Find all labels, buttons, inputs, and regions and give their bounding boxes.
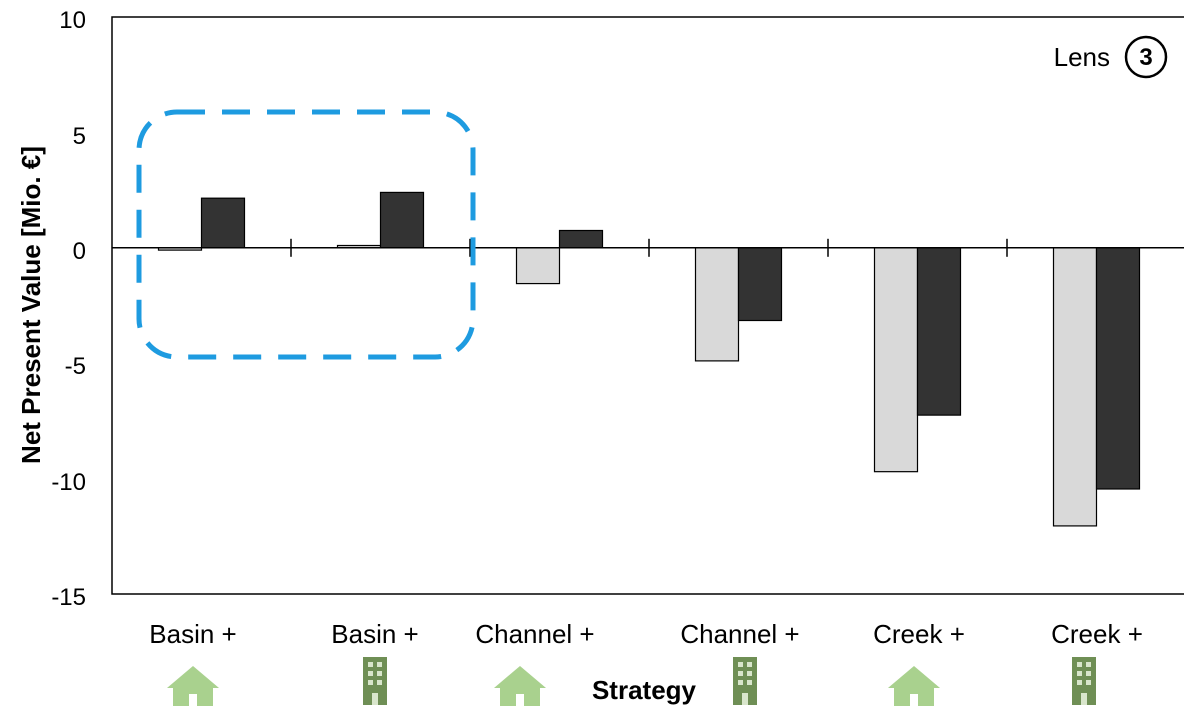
bar-series-2 <box>1095 247 1141 490</box>
lens-badge: Lens 3 <box>1054 35 1168 79</box>
house-icon <box>494 666 546 706</box>
plot-area <box>111 16 1184 595</box>
bar-series-2 <box>737 247 783 322</box>
building-icon <box>1072 657 1096 705</box>
bar-series-1 <box>694 247 740 362</box>
y-tick-label: 5 <box>73 123 86 150</box>
lens-label: Lens <box>1054 42 1110 72</box>
category-label: Channel + <box>680 619 799 649</box>
bar-series-1 <box>515 247 561 285</box>
x-axis-categories: Basin + Basin + Channel + Channel + Cree… <box>149 619 1143 649</box>
building-icon <box>733 657 757 705</box>
y-tick-label: -15 <box>51 584 86 611</box>
highlight-box <box>136 109 476 360</box>
house-icon <box>167 666 219 706</box>
category-label: Creek + <box>1051 619 1143 649</box>
bar-series-2 <box>558 229 604 249</box>
bar-series-2 <box>200 197 246 249</box>
bar-series-2 <box>379 191 425 249</box>
y-tick-label: -5 <box>65 353 86 380</box>
lens-number: 3 <box>1139 44 1152 71</box>
y-tick-label: -10 <box>51 469 86 496</box>
category-label: Creek + <box>873 619 965 649</box>
house-icon <box>888 666 940 706</box>
lens-circle <box>1124 35 1168 79</box>
building-icon <box>363 657 387 705</box>
category-label: Channel + <box>475 619 594 649</box>
y-axis-title: Net Present Value [Mio. €] <box>16 146 46 464</box>
category-label: Basin + <box>331 619 418 649</box>
bar-series-1 <box>873 247 919 473</box>
category-label: Basin + <box>149 619 236 649</box>
bars <box>157 191 1141 527</box>
y-tick-label: 10 <box>59 7 86 34</box>
bar-series-1 <box>1052 247 1098 527</box>
bar-series-2 <box>916 247 962 416</box>
zero-axis <box>112 238 1184 257</box>
x-axis-title: Strategy <box>592 675 697 705</box>
y-tick-label: 0 <box>73 238 86 265</box>
y-axis-ticks: 10 5 0 -5 -10 -15 <box>51 7 86 611</box>
